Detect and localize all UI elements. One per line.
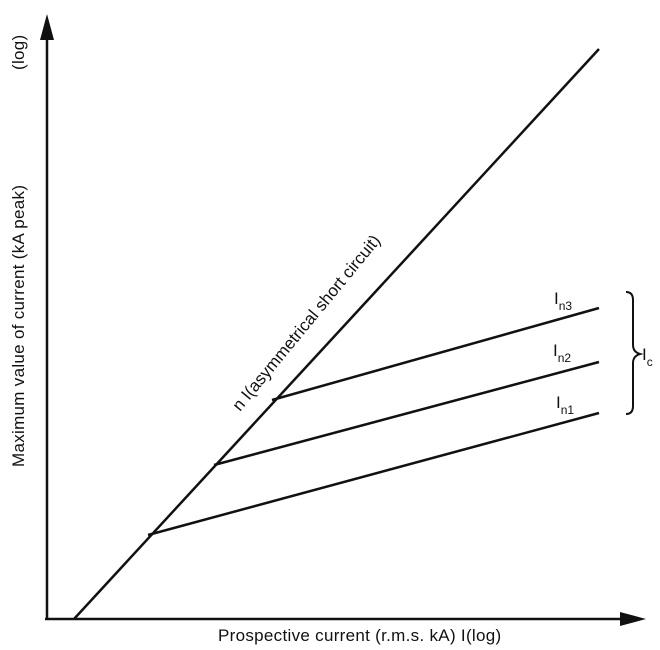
y-axis-log-note: (log) [9, 34, 28, 70]
series-line-asymmetrical [73, 48, 600, 620]
curly-brace [625, 291, 644, 415]
x-axis-arrow [620, 612, 646, 626]
series-label-In3: In3 [554, 289, 572, 313]
x-axis-title-main: Prospective current (r.m.s. kA) I [218, 626, 466, 645]
series-label-In2: In2 [553, 341, 571, 365]
series-label-In1: In1 [556, 393, 574, 417]
x-axis-title-suffix: (log) [466, 626, 502, 645]
y-axis-arrow [40, 14, 54, 40]
y-axis-title: Maximum value of current (kA peak) [9, 185, 28, 467]
brace-label-Ic: Ic [642, 345, 653, 369]
series-label-asymmetrical: n I(asymmetrical short circuit) [228, 231, 384, 414]
series-line-In3 [271, 306, 600, 402]
series-line-In2 [213, 360, 600, 467]
series-line-In1 [147, 411, 600, 537]
x-axis-title: Prospective current (r.m.s. kA) I(log) [218, 626, 501, 645]
